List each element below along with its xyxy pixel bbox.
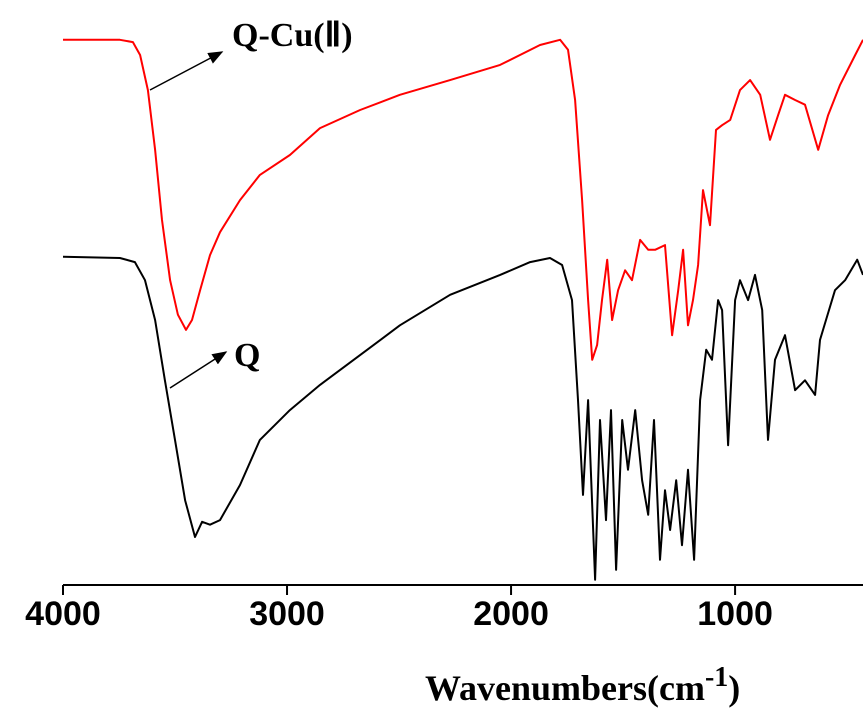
x-tick-label: 3000 (249, 595, 325, 633)
spectrum-line (62, 255, 863, 581)
x-label-part: Wavenumbers(cm (425, 668, 705, 708)
x-axis-label: Wavenumbers(cm-1) (425, 662, 740, 708)
x-tick-label: 1000 (697, 595, 773, 633)
x-tick-label: 2000 (473, 595, 549, 633)
arrow (169, 351, 228, 389)
spectrum-line (63, 38, 863, 361)
x-label-sup: -1 (705, 662, 728, 693)
x-label-part: ) (728, 668, 740, 708)
annotation: Q (234, 337, 260, 374)
arrow (149, 51, 224, 91)
x-tick-label: 4000 (25, 595, 101, 633)
annotation: Q-Cu(Ⅱ) (232, 17, 353, 54)
